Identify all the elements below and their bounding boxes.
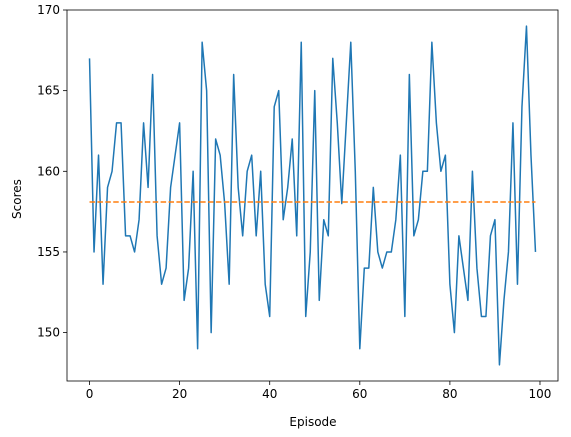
- y-tick-label: 165: [37, 84, 60, 98]
- x-axis-label: Episode: [289, 415, 336, 429]
- x-tick-label: 20: [172, 387, 187, 401]
- x-tick-label: 60: [352, 387, 367, 401]
- y-tick-label: 155: [37, 245, 60, 259]
- x-tick-label: 80: [442, 387, 457, 401]
- x-tick-label: 40: [262, 387, 277, 401]
- series-line-0: [88, 25, 537, 366]
- y-tick-label: 150: [37, 326, 60, 340]
- series-layer: [88, 25, 537, 366]
- x-tick-label: 100: [529, 387, 552, 401]
- plot-frame: [66, 9, 559, 382]
- y-axis-label: Scores: [10, 179, 24, 219]
- x-tick-label: 0: [86, 387, 94, 401]
- y-tick-label: 160: [37, 164, 60, 178]
- axes-layer: 0 20 40 60 80 100 150 155 160 165 170: [37, 3, 559, 401]
- y-tick-label: 170: [37, 3, 60, 17]
